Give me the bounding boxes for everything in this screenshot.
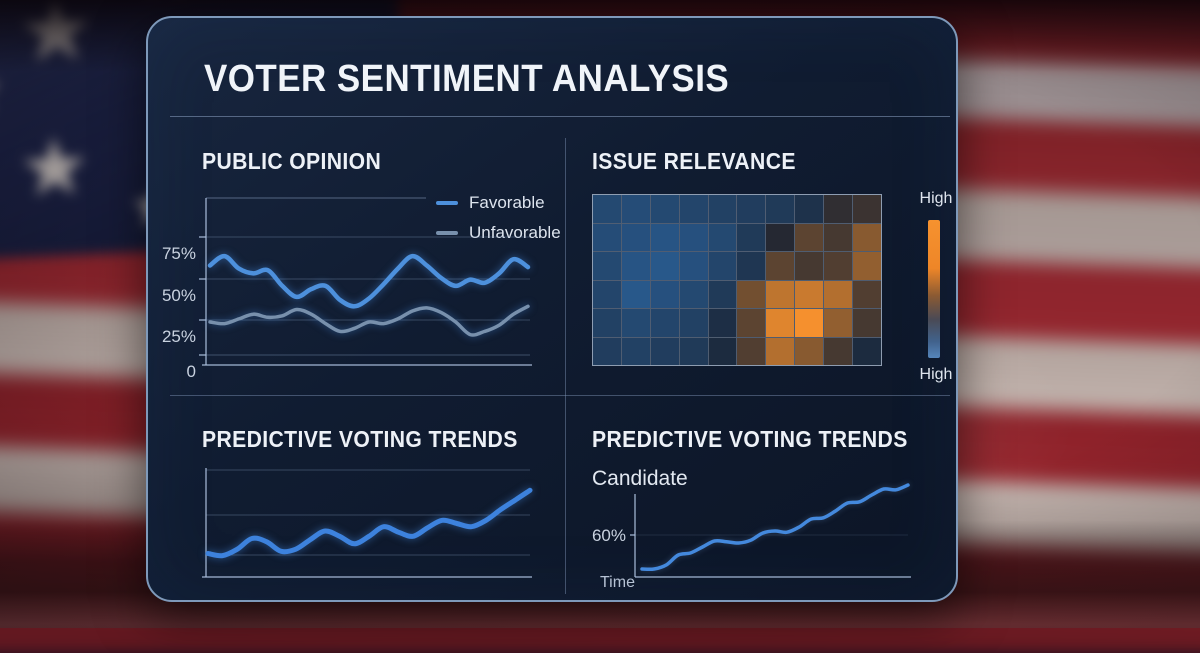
heatmap-cell xyxy=(824,309,853,337)
heatmap-cell xyxy=(795,195,824,223)
y-tick-25: 25% xyxy=(161,327,196,346)
line-series-unfavorable xyxy=(208,304,530,337)
issue-relevance-title: ISSUE RELEVANCE xyxy=(592,148,796,174)
heatmap-cell xyxy=(593,280,621,308)
heatmap-cell xyxy=(853,252,881,280)
predictive-left-title: PREDICTIVE VOTING TRENDS xyxy=(202,426,518,452)
heatmap-cell xyxy=(621,337,650,365)
heatmap-cell xyxy=(853,337,881,365)
vertical-divider xyxy=(565,138,566,594)
heatmap-cell xyxy=(650,337,679,365)
x-axis-time-label: Time xyxy=(600,574,635,591)
heatmap-cell xyxy=(708,223,737,251)
heatmap-cell xyxy=(853,280,881,308)
heatmap-cell xyxy=(795,280,824,308)
title-separator xyxy=(170,116,950,117)
heatmap-cell xyxy=(853,223,881,251)
heatmap-cell xyxy=(650,223,679,251)
legend-item-favorable: Favorable xyxy=(436,188,561,218)
y-tick-50: 50% xyxy=(161,286,196,305)
heatmap-cell xyxy=(708,337,737,365)
heatmap-cell xyxy=(766,337,795,365)
heatmap-cell xyxy=(650,195,679,223)
predictive-right-line-chart xyxy=(630,483,911,578)
heatmap-cell xyxy=(593,223,621,251)
heatmap-cell xyxy=(679,309,708,337)
heatmap-cell xyxy=(737,252,766,280)
heatmap-cell xyxy=(593,252,621,280)
y-tick-0: 0 xyxy=(186,362,196,381)
heatmap-cell xyxy=(679,223,708,251)
heatmap-cell xyxy=(679,337,708,365)
y-tick-60: 60% xyxy=(591,526,626,545)
heatmap-cell xyxy=(853,309,881,337)
public-opinion-legend: Favorable Unfavorable xyxy=(436,188,561,248)
heatmap-cell xyxy=(824,195,853,223)
heatmap-cell xyxy=(708,280,737,308)
heatmap-cell xyxy=(766,280,795,308)
legend-label: Favorable xyxy=(469,193,545,212)
legend-item-unfavorable: Unfavorable xyxy=(436,218,561,248)
heatmap-cell xyxy=(593,195,621,223)
unfavorable-line-swatch xyxy=(436,231,458,235)
heatmap-colorbar xyxy=(928,220,940,358)
public-opinion-title: PUBLIC OPINION xyxy=(202,148,382,174)
heatmap-cell xyxy=(853,195,881,223)
predictive-left-line-chart xyxy=(202,468,533,578)
favorable-line-swatch xyxy=(436,201,458,205)
heatmap-cell xyxy=(679,252,708,280)
line-series-candidate xyxy=(640,483,910,572)
heatmap-cell xyxy=(679,280,708,308)
legend-label: Unfavorable xyxy=(469,223,561,242)
heatmap-cell xyxy=(824,223,853,251)
heatmap-cell xyxy=(824,252,853,280)
candidate-series-label: Candidate xyxy=(592,467,688,490)
heatmap-cell xyxy=(795,223,824,251)
heatmap-cell xyxy=(650,309,679,337)
issue-relevance-heatmap xyxy=(592,194,882,366)
heatmap-cell xyxy=(737,195,766,223)
heatmap-cell xyxy=(737,280,766,308)
heatmap-cell xyxy=(766,223,795,251)
heatmap-cell xyxy=(621,195,650,223)
heatmap-cell xyxy=(708,195,737,223)
heatmap-cell xyxy=(621,252,650,280)
colorbar-top-label: High xyxy=(919,190,953,207)
heatmap-cell xyxy=(766,252,795,280)
heatmap-cell xyxy=(737,223,766,251)
heatmap-cell xyxy=(795,337,824,365)
heatmap-cell xyxy=(824,337,853,365)
colorbar-bottom-label: High xyxy=(919,366,953,383)
page-title: VOTER SENTIMENT ANALYSIS xyxy=(204,58,730,100)
heatmap-cell xyxy=(621,223,650,251)
heatmap-cell xyxy=(737,309,766,337)
heatmap-cell xyxy=(766,309,795,337)
horizontal-divider xyxy=(170,395,950,396)
line-series-favorable xyxy=(207,253,531,309)
heatmap-cell xyxy=(593,337,621,365)
heatmap-cell xyxy=(824,280,853,308)
line-series-trend xyxy=(205,487,533,559)
heatmap-cell xyxy=(593,309,621,337)
dashboard-panel: VOTER SENTIMENT ANALYSIS PUBLIC OPINION … xyxy=(146,16,958,602)
heatmap-cell xyxy=(708,252,737,280)
y-tick-75: 75% xyxy=(161,244,196,263)
heatmap-cell xyxy=(795,309,824,337)
public-opinion-line-chart xyxy=(199,197,532,366)
heatmap-cell xyxy=(737,337,766,365)
heatmap-cell xyxy=(650,252,679,280)
heatmap-cell xyxy=(708,309,737,337)
heatmap-cell xyxy=(795,252,824,280)
predictive-right-title: PREDICTIVE VOTING TRENDS xyxy=(592,426,908,452)
heatmap-cell xyxy=(679,195,708,223)
heatmap-cell xyxy=(621,309,650,337)
heatmap-cell xyxy=(766,195,795,223)
heatmap-cell xyxy=(621,280,650,308)
heatmap-cell xyxy=(650,280,679,308)
